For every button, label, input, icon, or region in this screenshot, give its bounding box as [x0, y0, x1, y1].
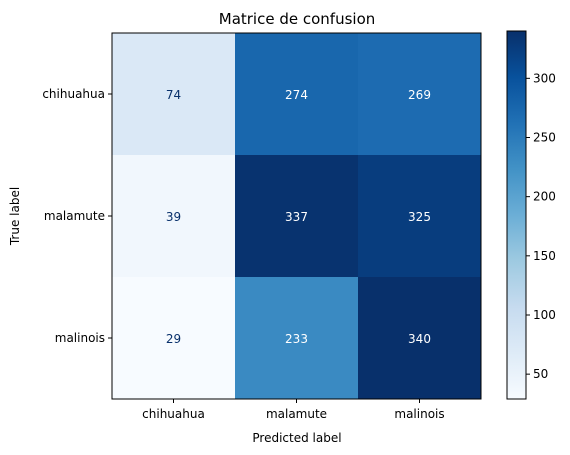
heatmap-cell	[112, 33, 235, 155]
heatmap-cell	[235, 33, 358, 155]
cell-value-label: 269	[408, 88, 431, 102]
heatmap-cell	[235, 155, 358, 277]
x-tick-label: malinois	[394, 407, 444, 421]
heatmap-cell	[358, 155, 481, 277]
colorbar-gradient	[506, 30, 527, 400]
heatmap-cells: 74 274 269 39 337 325 29 233 340	[112, 33, 481, 399]
y-tick-label: malamute	[44, 209, 105, 223]
y-axis-label: True label	[8, 187, 22, 246]
x-axis-label: Predicted label	[252, 431, 341, 445]
chart-title: Matrice de confusion	[219, 10, 376, 28]
cell-value-label: 233	[285, 332, 308, 346]
cell-value-label: 74	[166, 88, 181, 102]
colorbar-tick-label: 200	[533, 190, 556, 204]
heatmap-cell	[358, 33, 481, 155]
axes: chihuahua malamute malinois chihuahua malamu…	[42, 32, 482, 421]
colorbar-tick-label: 100	[533, 308, 556, 322]
x-tick-label: malamute	[266, 407, 327, 421]
colorbar: 50 100 150 200 250 300	[506, 30, 556, 400]
colorbar-tick-label: 50	[533, 367, 548, 381]
y-tick-label: chihuahua	[42, 87, 105, 101]
heatmap-cell	[112, 155, 235, 277]
cell-value-label: 337	[285, 210, 308, 224]
y-tick-label: malinois	[55, 331, 105, 345]
heatmap-cell	[112, 277, 235, 399]
cell-value-label: 325	[408, 210, 431, 224]
heatmap-cell	[235, 277, 358, 399]
cell-value-label: 39	[166, 210, 181, 224]
x-tick-label: chihuahua	[142, 407, 205, 421]
colorbar-tick-label: 300	[533, 71, 556, 85]
heatmap-cell	[358, 277, 481, 399]
cell-value-label: 340	[408, 332, 431, 346]
colorbar-tick-label: 250	[533, 130, 556, 144]
cell-value-label: 29	[166, 332, 181, 346]
colorbar-tick-label: 150	[533, 249, 556, 263]
cell-value-label: 274	[285, 88, 308, 102]
